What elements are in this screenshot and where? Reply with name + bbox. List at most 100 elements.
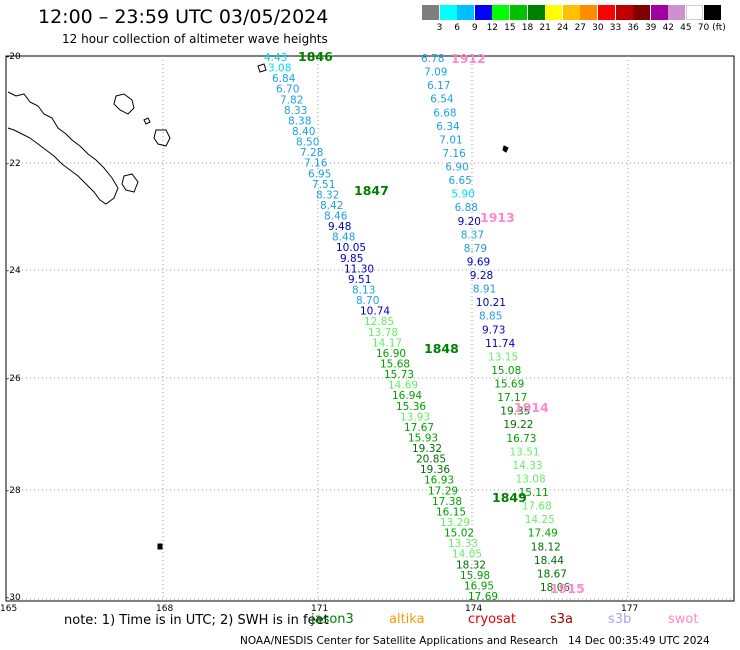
wave-height-value: 8.70 [356,295,379,307]
wave-height-value: 12.85 [364,316,394,328]
wave-height-value: 16.15 [436,507,466,519]
wave-height-value: 6.17 [427,80,450,92]
wave-height-value: 15.98 [460,570,490,582]
note-text: note: 1) Time is in UTC; 2) SWH is in fe… [64,613,329,628]
wave-height-value: 18.44 [534,555,564,567]
wave-height-value: 6.70 [276,84,299,96]
pass-label-1914: 1914 [514,400,549,415]
wave-height-value: 8.32 [316,189,339,201]
lat-label: -24 [6,266,21,276]
lon-label: 168 [156,604,173,614]
lat-label: -20 [6,52,21,62]
wave-height-value: 13.33 [448,538,478,550]
wave-height-value: 9.85 [340,253,363,265]
legend-swatch [510,5,527,20]
wave-height-value: 19.22 [503,419,533,431]
legend-level: 18 [521,23,534,33]
wave-height-value: 8.46 [324,211,348,223]
legend-swatch [457,5,475,20]
legend-swatch [527,5,545,20]
satellite-s3b: s3b [608,612,632,627]
legend-level: 27 [574,23,587,33]
legend-level: 42 [662,23,675,33]
legend-swatch [650,5,668,20]
legend-swatch [562,5,580,20]
wave-height-value: 7.16 [442,148,466,160]
wave-height-value: 6.88 [455,202,478,214]
wave-height-value: 6.65 [449,175,472,187]
wave-height-value: 9.73 [482,324,505,336]
wave-height-value: 7.51 [312,179,335,191]
wave-height-value: 15.69 [494,379,524,391]
wave-height-value: 7.28 [300,147,323,159]
wave-height-value: 6.68 [433,107,456,119]
wave-height-value: 15.36 [396,401,426,413]
lat-label: -26 [6,374,21,384]
wave-height-value: 8.38 [288,115,311,127]
grid-lines [6,56,734,601]
wave-height-value: 9.69 [467,257,490,269]
wave-height-value: 19.35 [500,406,530,418]
lon-label: 165 [0,604,17,614]
legend-level: 33 [609,23,622,33]
wave-height-value: 20.85 [416,454,446,466]
wave-height-value: 7.82 [280,94,303,106]
wave-height-value: 6.78 [421,53,444,65]
lat-label: -28 [6,486,21,496]
legend-level: 6 [454,23,460,33]
wave-height-value: 6.84 [272,73,296,85]
wave-height-value: 18.06 [540,582,570,594]
legend-level: 21 [539,23,551,33]
wave-height-value: 6.90 [445,162,468,174]
wave-height-value: 13.08 [516,474,546,486]
pass-label-1846: 1846 [298,49,333,64]
wave-height-value: 14.17 [372,337,402,349]
wave-height-value: 6.54 [430,94,454,106]
wave-height-value: 15.68 [380,359,410,371]
wave-height-value: 8.13 [352,285,375,297]
legend-swatch [633,5,651,20]
wave-height-value: 14.05 [452,549,482,561]
pass-label-1913: 1913 [480,210,515,225]
wave-height-value: 13.51 [510,446,540,458]
wave-height-value: 16.73 [506,433,536,445]
legend-swatch [492,5,510,20]
wave-height-value: 10.21 [476,297,506,309]
legend-swatch [615,5,633,20]
wave-height-value: 3.08 [268,63,291,75]
legend-swatch [474,5,492,20]
wave-height-value: 9.20 [458,216,481,228]
wave-height-value: 13.78 [368,327,398,339]
pass-labels: 1846 1847 1848 1849 1912 1913 1914 1915 [298,49,585,596]
wave-height-value: 7.01 [439,134,462,146]
coastline [7,63,509,550]
legend-level: 15 [504,23,516,33]
map-frame [5,55,735,602]
wave-height-value: 6.95 [308,168,331,180]
wave-height-value: 11.30 [344,263,374,275]
legend-swatch [580,5,598,20]
wave-height-value: 8.37 [461,229,484,241]
wave-height-value: 17.17 [497,392,527,404]
legend-level: 39 [644,23,657,33]
lon-labels: 165 168 171 174 177 [0,604,638,614]
wave-height-value: 8.33 [284,105,307,117]
wave-height-value: 19.32 [412,443,442,455]
wave-height-value: 13.15 [488,351,518,363]
wave-height-value: 6.34 [436,121,460,133]
wave-height-value: 8.91 [473,284,496,296]
pass-label-1848: 1848 [424,341,459,356]
wave-height-value: 9.28 [470,270,493,282]
wave-height-value: 14.25 [525,514,555,526]
wave-height-value: 5.90 [452,189,475,201]
wave-height-value: 8.42 [320,200,343,212]
wave-height-value: 15.08 [491,365,521,377]
wave-height-value: 17.29 [428,485,458,497]
wave-height-value: 10.74 [360,306,390,318]
wave-height-value: 15.93 [408,433,438,445]
wave-height-value: 13.29 [440,517,470,529]
legend-swatch [668,5,686,20]
satellite-altika: altika [389,612,425,627]
wave-height-value: 10.05 [336,242,366,254]
wave-height-value: 4.43 [264,52,287,64]
